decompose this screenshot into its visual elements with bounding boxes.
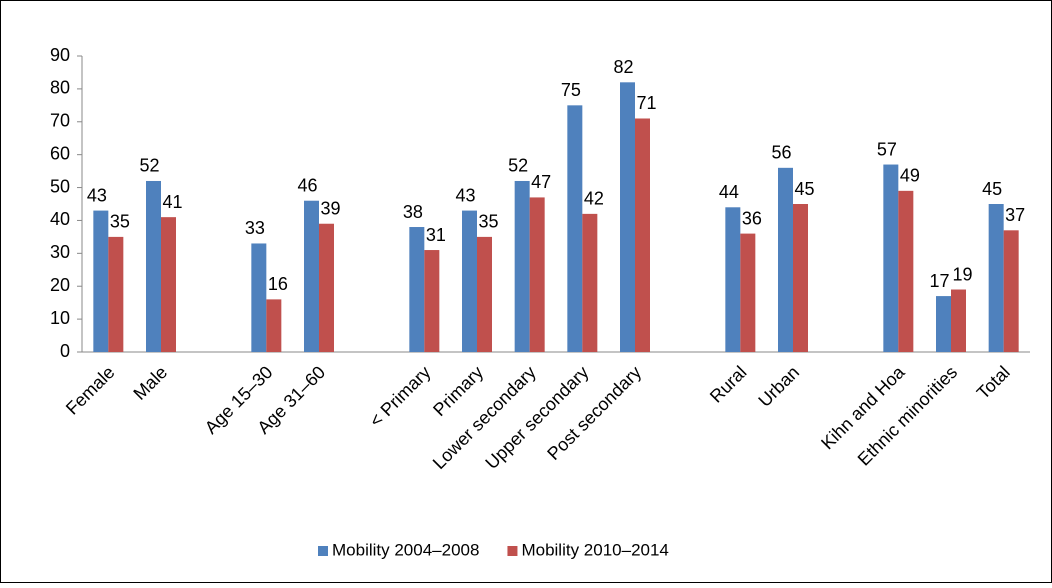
bar xyxy=(620,82,635,353)
data-label: 33 xyxy=(245,218,265,238)
y-tick-label: 70 xyxy=(50,111,70,131)
data-label: 52 xyxy=(139,156,159,176)
bar xyxy=(582,213,598,352)
bar xyxy=(319,223,334,352)
bar xyxy=(161,217,176,352)
data-label: 45 xyxy=(794,179,814,199)
bar xyxy=(304,200,319,352)
data-label: 43 xyxy=(455,185,475,205)
data-label: 57 xyxy=(877,139,897,159)
data-label: 17 xyxy=(929,271,949,291)
data-label: 31 xyxy=(426,225,446,245)
data-label: 19 xyxy=(952,264,972,284)
y-tick-label: 0 xyxy=(60,341,70,361)
data-label: 47 xyxy=(531,172,551,192)
legend-swatch xyxy=(507,546,518,556)
y-tick-label: 80 xyxy=(50,78,70,98)
data-label: 45 xyxy=(982,179,1002,199)
data-label: 37 xyxy=(1005,205,1025,225)
bar xyxy=(883,164,899,352)
bar xyxy=(793,204,808,352)
data-label: 35 xyxy=(110,212,130,232)
bar xyxy=(108,236,124,352)
bar xyxy=(514,180,530,352)
bar xyxy=(93,210,109,352)
y-tick-label: 20 xyxy=(50,275,70,295)
bar xyxy=(740,233,756,352)
data-label: 42 xyxy=(584,189,604,209)
legend-swatch xyxy=(318,546,328,556)
data-label: 39 xyxy=(320,198,340,218)
data-label: 71 xyxy=(636,93,656,113)
bar xyxy=(635,118,650,352)
y-tick-label: 90 xyxy=(50,45,70,65)
bar xyxy=(477,236,492,352)
legend-label: Mobility 2010–2014 xyxy=(521,540,668,559)
data-label: 36 xyxy=(742,208,762,228)
y-tick-label: 60 xyxy=(50,143,70,163)
y-tick-label: 30 xyxy=(50,242,70,262)
bar xyxy=(725,207,741,352)
bar xyxy=(266,299,282,352)
data-label: 52 xyxy=(508,156,528,176)
bar xyxy=(462,210,477,352)
data-label: 41 xyxy=(162,192,182,212)
data-label: 16 xyxy=(268,274,288,294)
data-label: 75 xyxy=(561,80,581,100)
data-label: 43 xyxy=(87,185,107,205)
y-tick-label: 10 xyxy=(50,308,70,328)
data-label: 82 xyxy=(613,57,633,77)
bar xyxy=(251,243,267,352)
bar xyxy=(951,289,966,352)
bar xyxy=(567,105,583,352)
data-label: 44 xyxy=(719,182,739,202)
data-label: 56 xyxy=(771,143,791,163)
data-label: 49 xyxy=(900,166,920,186)
bar xyxy=(898,190,914,352)
legend: Mobility 2004–2008 Mobility 2010–2014 xyxy=(318,540,669,559)
bar xyxy=(146,180,161,352)
bar xyxy=(529,197,545,352)
data-label: 46 xyxy=(297,175,317,195)
legend-label: Mobility 2004–2008 xyxy=(332,540,479,559)
y-tick-label: 50 xyxy=(50,176,70,196)
data-label: 38 xyxy=(403,202,423,222)
bar xyxy=(424,250,440,352)
bar xyxy=(409,227,425,352)
data-label: 35 xyxy=(478,212,498,232)
bar xyxy=(936,296,951,352)
y-tick-label: 40 xyxy=(50,209,70,229)
bar xyxy=(988,204,1004,352)
bar xyxy=(778,167,793,352)
bar xyxy=(1003,230,1019,352)
